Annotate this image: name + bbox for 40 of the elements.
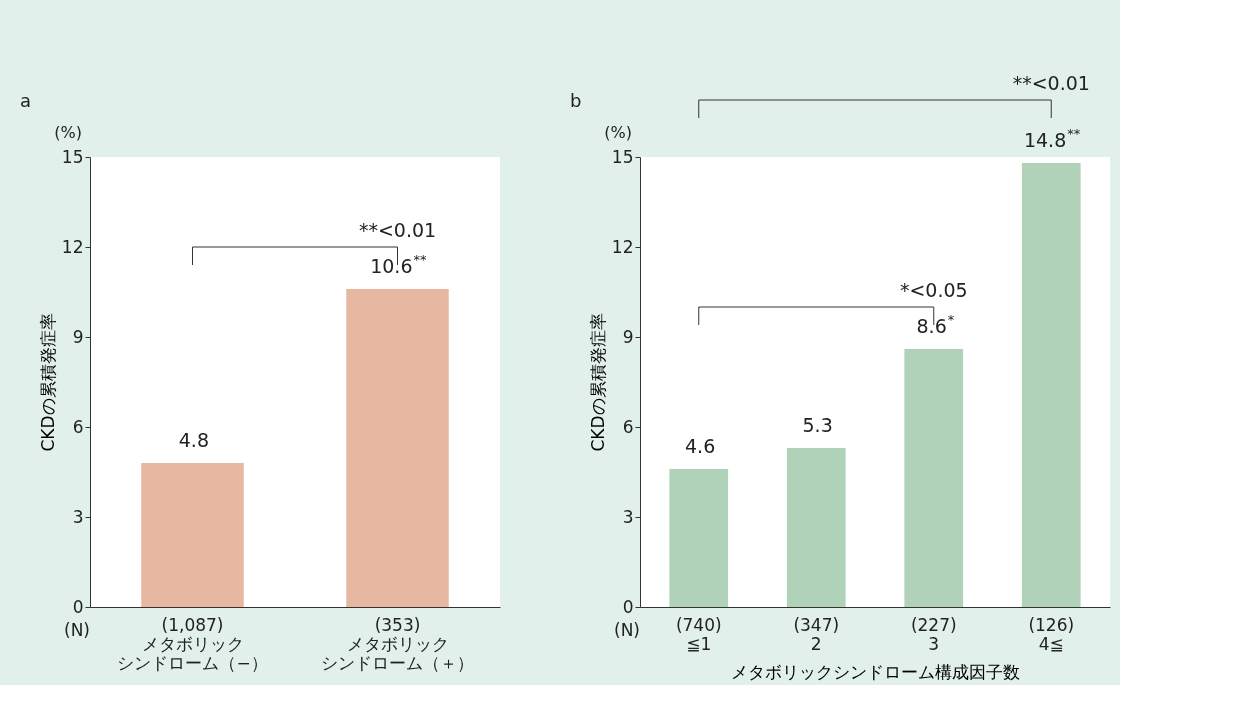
x-tick-label: (1,087) メタボリックシンドローム（−） [117,614,268,673]
y-axis-title: CKDの累積発症率 [37,313,58,452]
y-tick-label: 12 [61,236,84,257]
y-tick-label: 3 [622,506,634,527]
text: (N) [614,620,640,640]
x-tick-label: (347) 2 [793,614,840,654]
x-tick-label: (227) 3 [910,614,957,654]
annotation: *<0.05 [899,279,968,301]
bar [669,469,729,607]
data-label: 4.8 [178,429,209,451]
text: (%) [54,123,82,142]
x-tick-label: (353) メタボリックシンドローム（＋） [321,614,474,673]
data-label: 4.6 [685,435,716,457]
chart-title: b [570,90,582,111]
bar [786,448,846,607]
bar [904,349,964,607]
chart-title: a [20,90,32,111]
data-label: 14.8** [1023,126,1081,151]
y-axis-title: CKDの累積発症率 [587,313,608,452]
data-label: 10.6** [370,252,427,277]
y-tick-label: 12 [611,236,634,257]
y-tick-label: 3 [72,506,84,527]
y-tick-label: 9 [622,326,634,347]
y-tick-label: 9 [72,326,84,347]
x-tick-label: (126) 4≦ [1028,614,1075,654]
x-tick-label: (740) ≦1 [675,614,722,654]
bar [1021,163,1081,607]
y-tick-label: 6 [72,416,84,437]
y-tick-label: 6 [622,416,634,437]
y-tick-label: 0 [622,596,634,617]
data-label: 5.3 [802,414,833,436]
x-axis-title: メタボリックシンドローム構成因子数 [731,661,1020,682]
y-tick-label: 15 [61,146,84,167]
text: (%) [604,123,632,142]
data-label: 8.6* [916,312,955,337]
y-tick-label: 15 [611,146,634,167]
text: (N) [64,620,90,640]
annotation: **<0.01 [358,219,437,241]
y-tick-label: 0 [72,596,84,617]
text: **<0.01 [1012,72,1090,94]
